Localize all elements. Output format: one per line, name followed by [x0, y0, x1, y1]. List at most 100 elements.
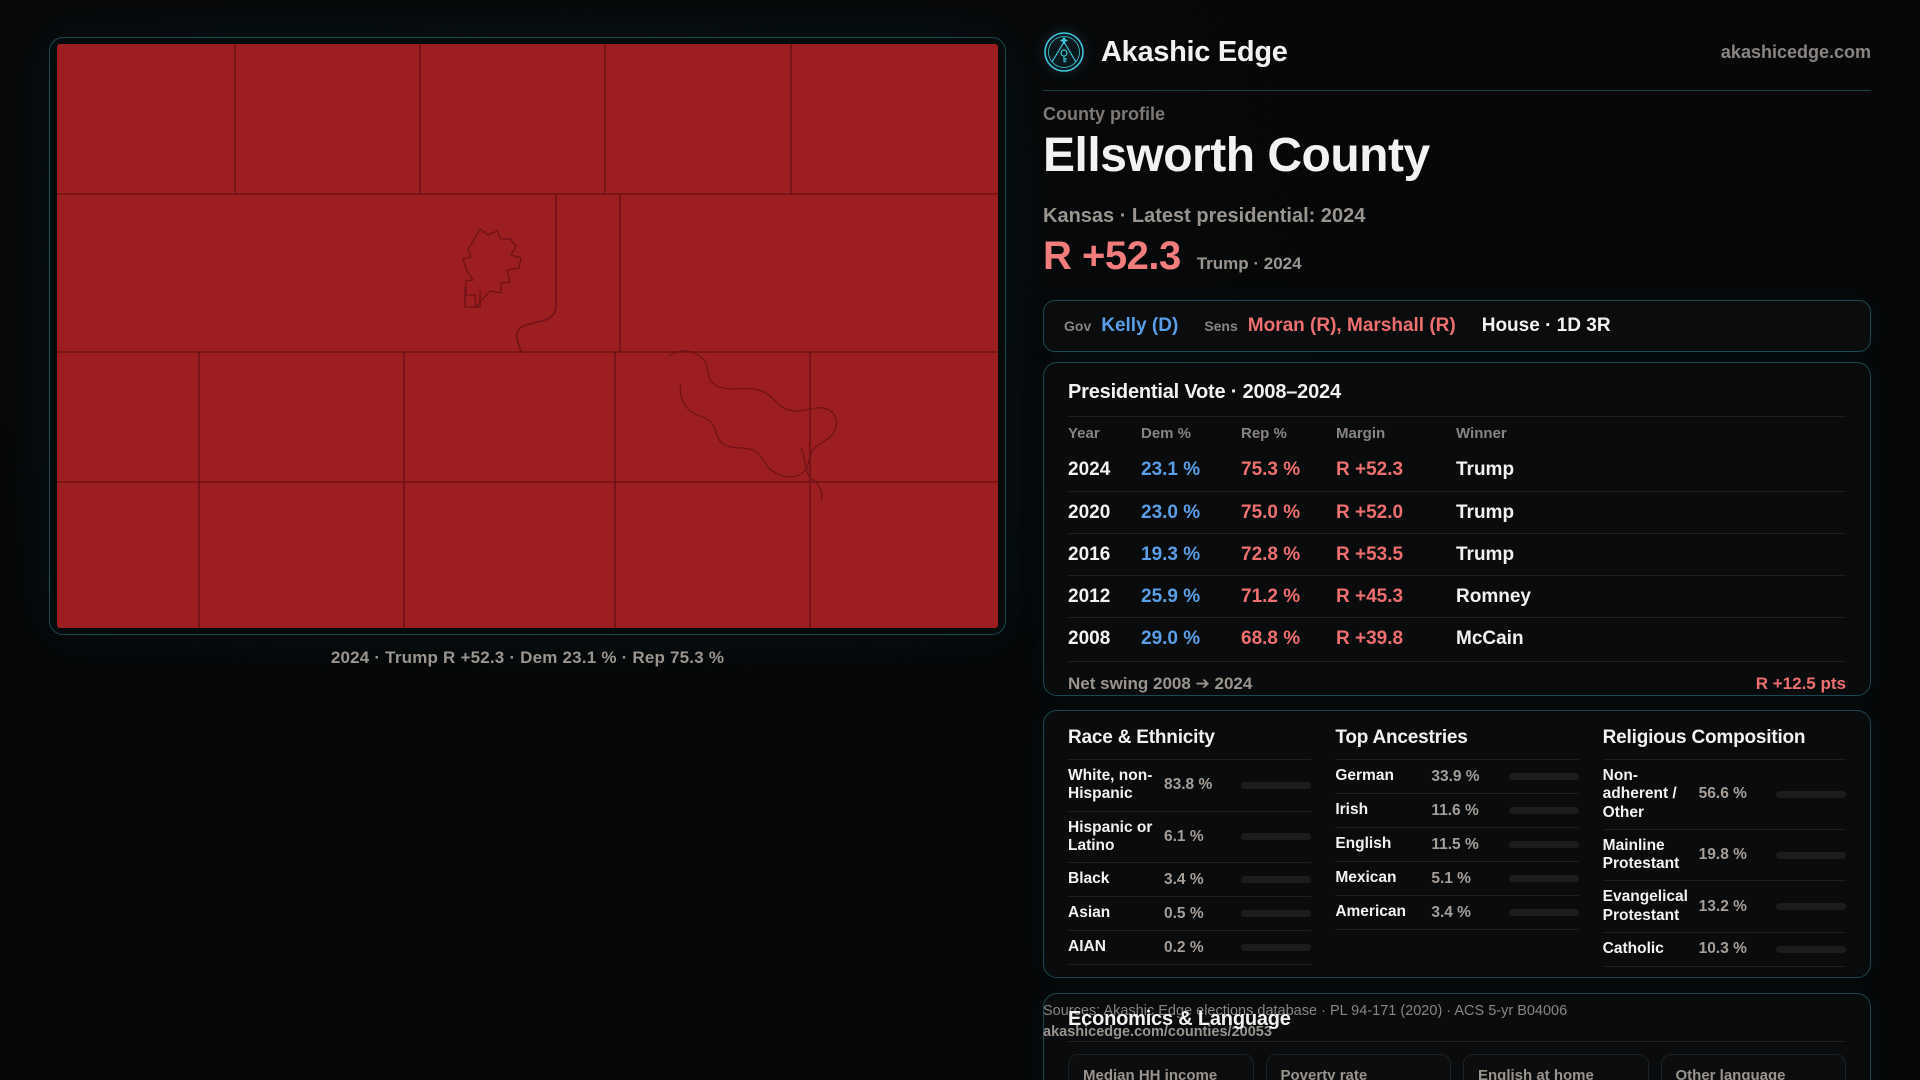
cell-year: 2012: [1068, 585, 1111, 607]
map-caption: 2024 · Trump R +52.3 · Dem 23.1 % · Rep …: [330, 648, 725, 667]
religion-title: Religious Composition: [1602, 727, 1846, 760]
stat-value: 0.5 %: [1164, 904, 1204, 922]
cell-winner: McCain: [1456, 627, 1524, 649]
stat-value: 56.6 %: [1698, 785, 1747, 803]
margin-value: R +52.3: [1043, 234, 1181, 278]
stat-card: English at home: [1463, 1054, 1649, 1080]
cell-dem-pct: 19.3 %: [1141, 543, 1201, 565]
stat-row: American 3.4 %: [1335, 896, 1579, 930]
stat-bar: [1775, 851, 1846, 859]
stat-row: Asian 0.5 %: [1068, 897, 1312, 932]
stat-value: 3.4 %: [1164, 870, 1204, 888]
subtitle: Kansas · Latest presidential: 2024: [1043, 205, 1366, 227]
stat-card-label: English at home: [1478, 1067, 1594, 1080]
stat-label: Non-adherent / Other: [1602, 767, 1677, 821]
stat-value: 83.8 %: [1164, 776, 1213, 794]
stat-label: Hispanic or Latino: [1068, 818, 1153, 854]
stat-value: 5.1 %: [1431, 869, 1471, 887]
cell-margin: R +53.5: [1336, 543, 1404, 565]
presidential-vote-panel: Presidential Vote · 2008–2024 Year Dem %…: [1043, 362, 1871, 696]
net-swing-label: Net swing 2008 ➔ 2024: [1068, 674, 1253, 693]
stat-label: Mainline Protestant: [1602, 836, 1680, 873]
app-header: Akashic Edge akashicedge.com: [1043, 28, 1871, 76]
stat-value: 11.6 %: [1431, 801, 1479, 819]
cell-rep-pct: 75.0 %: [1241, 501, 1301, 523]
stat-row: Catholic 10.3 %: [1602, 933, 1846, 967]
stat-row: Hispanic or Latino 6.1 %: [1068, 812, 1312, 864]
elections-table: Year Dem % Rep % Margin Winner 2024 23.1…: [1068, 417, 1846, 694]
col-winner: Winner: [1456, 424, 1507, 442]
county-map-card: [49, 37, 1006, 635]
stat-card: Poverty rate: [1265, 1054, 1451, 1080]
county-profile-panel: Akashic Edge akashicedge.com County prof…: [1043, 0, 1871, 1080]
stat-value: 10.3 %: [1698, 940, 1747, 958]
stat-row: Mainline Protestant 19.8 %: [1602, 830, 1846, 882]
township-boundaries: [57, 44, 998, 628]
county-map: [57, 44, 998, 628]
ancestries-title: Top Ancestries: [1335, 727, 1579, 760]
page-title: Ellsworth County: [1043, 129, 1430, 182]
cell-margin: R +52.3: [1336, 459, 1404, 480]
stat-label: Evangelical Protestant: [1602, 888, 1688, 924]
divider: [1068, 1041, 1846, 1042]
stat-card: Other language: [1660, 1054, 1846, 1080]
economics-panel: Economics & Language Median HH income Po…: [1043, 993, 1871, 1080]
city-boundary-ellsworth: [462, 228, 522, 309]
religion-column: Religious Composition Non-adherent / Oth…: [1602, 727, 1846, 967]
stat-row: Non-adherent / Other 56.6 %: [1602, 760, 1846, 830]
ancestries-rows: German 33.9 % Irish 11.6 % English 11.5 …: [1335, 760, 1579, 930]
cell-year: 2016: [1068, 543, 1111, 565]
col-rep: Rep %: [1241, 424, 1287, 442]
race-ethnicity-title: Race & Ethnicity: [1068, 727, 1312, 760]
stat-value: 19.8 %: [1698, 846, 1747, 864]
stat-row: English 11.5 %: [1335, 828, 1579, 862]
stat-value: 6.1 %: [1164, 827, 1204, 845]
stat-value: 0.2 %: [1164, 938, 1204, 956]
header-divider: [1043, 90, 1871, 91]
table-row: 2012 25.9 % 71.2 % R +45.3 Romney: [1068, 575, 1846, 617]
cell-winner: Trump: [1456, 543, 1515, 565]
cell-margin: R +52.0: [1336, 501, 1404, 523]
table-row: 2024 23.1 % 75.3 % R +52.3 Trump: [1068, 449, 1846, 491]
stat-value: 11.5 %: [1431, 835, 1479, 853]
stat-label: Irish: [1335, 801, 1369, 819]
cell-rep-pct: 71.2 %: [1241, 585, 1301, 607]
stat-label: White, non-Hispanic: [1068, 767, 1153, 803]
race-ethnicity-column: Race & Ethnicity White, non-Hispanic 83.…: [1068, 727, 1312, 967]
elections-table-header: Year Dem % Rep % Margin Winner: [1068, 417, 1846, 449]
cell-year: 2008: [1068, 627, 1111, 649]
stat-value: 3.4 %: [1431, 903, 1471, 921]
governor-value: Kelly (D): [1101, 315, 1179, 336]
stat-row: German 33.9 %: [1335, 760, 1579, 794]
stat-row: Evangelical Protestant 13.2 %: [1602, 881, 1846, 933]
ancestries-column: Top Ancestries German 33.9 % Irish 11.6 …: [1335, 727, 1579, 967]
stat-label: English: [1335, 835, 1392, 853]
stat-value: 33.9 %: [1431, 767, 1480, 785]
cell-dem-pct: 23.0 %: [1141, 501, 1201, 523]
cell-rep-pct: 75.3 %: [1241, 459, 1301, 480]
lake-boundary: [668, 350, 838, 503]
stat-bar: [1241, 833, 1312, 841]
stat-card-label: Poverty rate: [1280, 1067, 1368, 1080]
cell-margin: R +39.8: [1336, 627, 1404, 649]
stat-value: 13.2 %: [1698, 897, 1747, 915]
stat-bar: [1508, 773, 1579, 780]
stat-card: Median HH income: [1068, 1054, 1254, 1080]
margin-note: Trump · 2024: [1196, 254, 1302, 273]
cell-year: 2020: [1068, 501, 1111, 523]
sources-link[interactable]: akashicedge.com/counties/20053: [1043, 1024, 1272, 1040]
cell-rep-pct: 68.8 %: [1241, 627, 1301, 649]
latest-margin: R +52.3 Trump · 2024: [1043, 234, 1302, 279]
col-margin: Margin: [1336, 424, 1386, 442]
net-swing-value: R +12.5 pts: [1755, 674, 1846, 693]
cell-winner: Trump: [1456, 459, 1515, 480]
stat-card-label: Median HH income: [1083, 1067, 1218, 1080]
table-row: 2020 23.0 % 75.0 % R +52.0 Trump: [1068, 491, 1846, 533]
cell-dem-pct: 29.0 %: [1141, 627, 1201, 649]
presidential-vote-title: Presidential Vote · 2008–2024: [1068, 381, 1341, 403]
stat-bar: [1508, 875, 1579, 882]
domain-link[interactable]: akashicedge.com: [1720, 41, 1871, 62]
table-row: 2008 29.0 % 68.8 % R +39.8 McCain: [1068, 617, 1846, 659]
col-dem: Dem %: [1141, 424, 1192, 442]
stat-row: White, non-Hispanic 83.8 %: [1068, 760, 1312, 812]
